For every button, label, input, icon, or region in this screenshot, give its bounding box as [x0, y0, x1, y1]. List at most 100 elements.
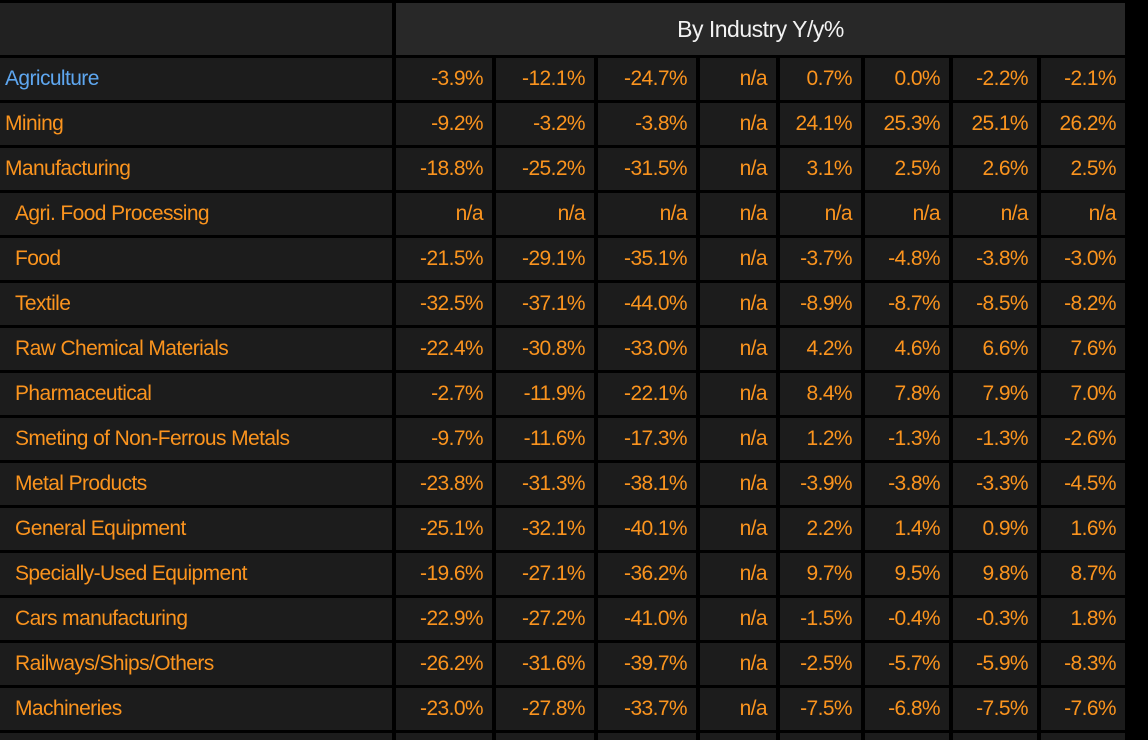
value-cell: -9.7% [396, 418, 492, 460]
table-row: General Equipment -25.1% -32.1% -40.1% n… [0, 508, 1125, 550]
value-cell: -31.3% [496, 463, 594, 505]
value-cell: -7.6% [1041, 688, 1125, 730]
value-cell: -2.6% [1041, 418, 1125, 460]
value-cell: 0.7% [780, 58, 861, 100]
value-cell: 2.5% [1041, 148, 1125, 190]
table-row: Raw Chemical Materials -22.4% -30.8% -33… [0, 328, 1125, 370]
partial-cell [865, 733, 949, 740]
value-cell: -29.1% [496, 238, 594, 280]
value-cell: -3.8% [598, 103, 696, 145]
value-cell: -21.5% [396, 238, 492, 280]
value-cell: 2.2% [780, 508, 861, 550]
value-cell: n/a [700, 553, 776, 595]
value-cell: -6.8% [865, 688, 949, 730]
value-cell: -18.8% [396, 148, 492, 190]
value-cell: -0.4% [865, 598, 949, 640]
partial-cell [953, 733, 1037, 740]
row-label[interactable]: Specially-Used Equipment [0, 553, 392, 595]
corner-cell [0, 3, 392, 55]
value-cell: -39.7% [598, 643, 696, 685]
value-cell: n/a [780, 193, 861, 235]
value-cell: -33.0% [598, 328, 696, 370]
value-cell: 7.9% [953, 373, 1037, 415]
value-cell: -40.1% [598, 508, 696, 550]
row-label[interactable]: Textile [0, 283, 392, 325]
value-cell: -8.3% [1041, 643, 1125, 685]
value-cell: -3.0% [1041, 238, 1125, 280]
value-cell: -31.6% [496, 643, 594, 685]
row-label[interactable]: Metal Products [0, 463, 392, 505]
table-row: Agriculture -3.9% -12.1% -24.7% n/a 0.7%… [0, 58, 1125, 100]
table-row: Specially-Used Equipment -19.6% -27.1% -… [0, 553, 1125, 595]
value-cell: -22.1% [598, 373, 696, 415]
table-row: Smeting of Non-Ferrous Metals -9.7% -11.… [0, 418, 1125, 460]
value-cell: n/a [700, 238, 776, 280]
value-cell: -32.1% [496, 508, 594, 550]
value-cell: -41.0% [598, 598, 696, 640]
value-cell: n/a [700, 328, 776, 370]
value-cell: -3.8% [953, 238, 1037, 280]
value-cell: n/a [700, 373, 776, 415]
value-cell: 7.0% [1041, 373, 1125, 415]
value-cell: 6.6% [953, 328, 1037, 370]
value-cell: 8.7% [1041, 553, 1125, 595]
row-label[interactable]: Manufacturing [0, 148, 392, 190]
table-row: Manufacturing -18.8% -25.2% -31.5% n/a 3… [0, 148, 1125, 190]
value-cell: -22.9% [396, 598, 492, 640]
value-cell: -25.2% [496, 148, 594, 190]
row-label[interactable]: Smeting of Non-Ferrous Metals [0, 418, 392, 460]
row-label[interactable]: Food [0, 238, 392, 280]
value-cell: 3.1% [780, 148, 861, 190]
value-cell: n/a [865, 193, 949, 235]
row-label[interactable]: Cars manufacturing [0, 598, 392, 640]
table-title: By Industry Y/y% [396, 3, 1125, 55]
table-row: Machineries -23.0% -27.8% -33.7% n/a -7.… [0, 688, 1125, 730]
table-body: Agriculture -3.9% -12.1% -24.7% n/a 0.7%… [0, 58, 1125, 730]
value-cell: -3.9% [396, 58, 492, 100]
value-cell: -1.3% [953, 418, 1037, 460]
value-cell: 25.3% [865, 103, 949, 145]
table-row: Metal Products -23.8% -31.3% -38.1% n/a … [0, 463, 1125, 505]
value-cell: n/a [700, 193, 776, 235]
value-cell: 1.2% [780, 418, 861, 460]
row-label[interactable]: Railways/Ships/Others [0, 643, 392, 685]
value-cell: -3.8% [865, 463, 949, 505]
table-row: Agri. Food Processing n/a n/a n/a n/a n/… [0, 193, 1125, 235]
row-label[interactable]: General Equipment [0, 508, 392, 550]
partial-cell [598, 733, 696, 740]
value-cell: -3.3% [953, 463, 1037, 505]
value-cell: -30.8% [496, 328, 594, 370]
value-cell: -5.9% [953, 643, 1037, 685]
value-cell: -11.6% [496, 418, 594, 460]
value-cell: 0.9% [953, 508, 1037, 550]
value-cell: 0.0% [865, 58, 949, 100]
value-cell: 1.4% [865, 508, 949, 550]
partial-next-row [0, 733, 1125, 740]
value-cell: n/a [396, 193, 492, 235]
value-cell: 2.6% [953, 148, 1037, 190]
row-label[interactable]: Machineries [0, 688, 392, 730]
value-cell: -0.3% [953, 598, 1037, 640]
value-cell: 4.6% [865, 328, 949, 370]
value-cell: 25.1% [953, 103, 1037, 145]
row-label[interactable]: Mining [0, 103, 392, 145]
value-cell: -1.3% [865, 418, 949, 460]
value-cell: -31.5% [598, 148, 696, 190]
value-cell: -37.1% [496, 283, 594, 325]
table-row: Cars manufacturing -22.9% -27.2% -41.0% … [0, 598, 1125, 640]
value-cell: -2.2% [953, 58, 1037, 100]
row-label[interactable]: Agriculture [0, 58, 392, 100]
value-cell: n/a [496, 193, 594, 235]
value-cell: -2.1% [1041, 58, 1125, 100]
value-cell: 8.4% [780, 373, 861, 415]
value-cell: -17.3% [598, 418, 696, 460]
value-cell: -2.7% [396, 373, 492, 415]
value-cell: -32.5% [396, 283, 492, 325]
value-cell: 7.8% [865, 373, 949, 415]
row-label[interactable]: Agri. Food Processing [0, 193, 392, 235]
value-cell: -38.1% [598, 463, 696, 505]
value-cell: -33.7% [598, 688, 696, 730]
row-label[interactable]: Raw Chemical Materials [0, 328, 392, 370]
value-cell: n/a [700, 103, 776, 145]
row-label[interactable]: Pharmaceutical [0, 373, 392, 415]
